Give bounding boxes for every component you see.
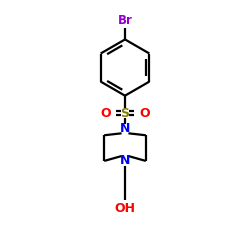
Text: OH: OH: [114, 202, 136, 214]
Text: O: O: [100, 107, 110, 120]
Text: O: O: [140, 107, 150, 120]
Text: S: S: [120, 107, 130, 120]
Text: N: N: [120, 154, 130, 168]
Text: Br: Br: [118, 14, 132, 27]
Text: N: N: [120, 122, 130, 135]
